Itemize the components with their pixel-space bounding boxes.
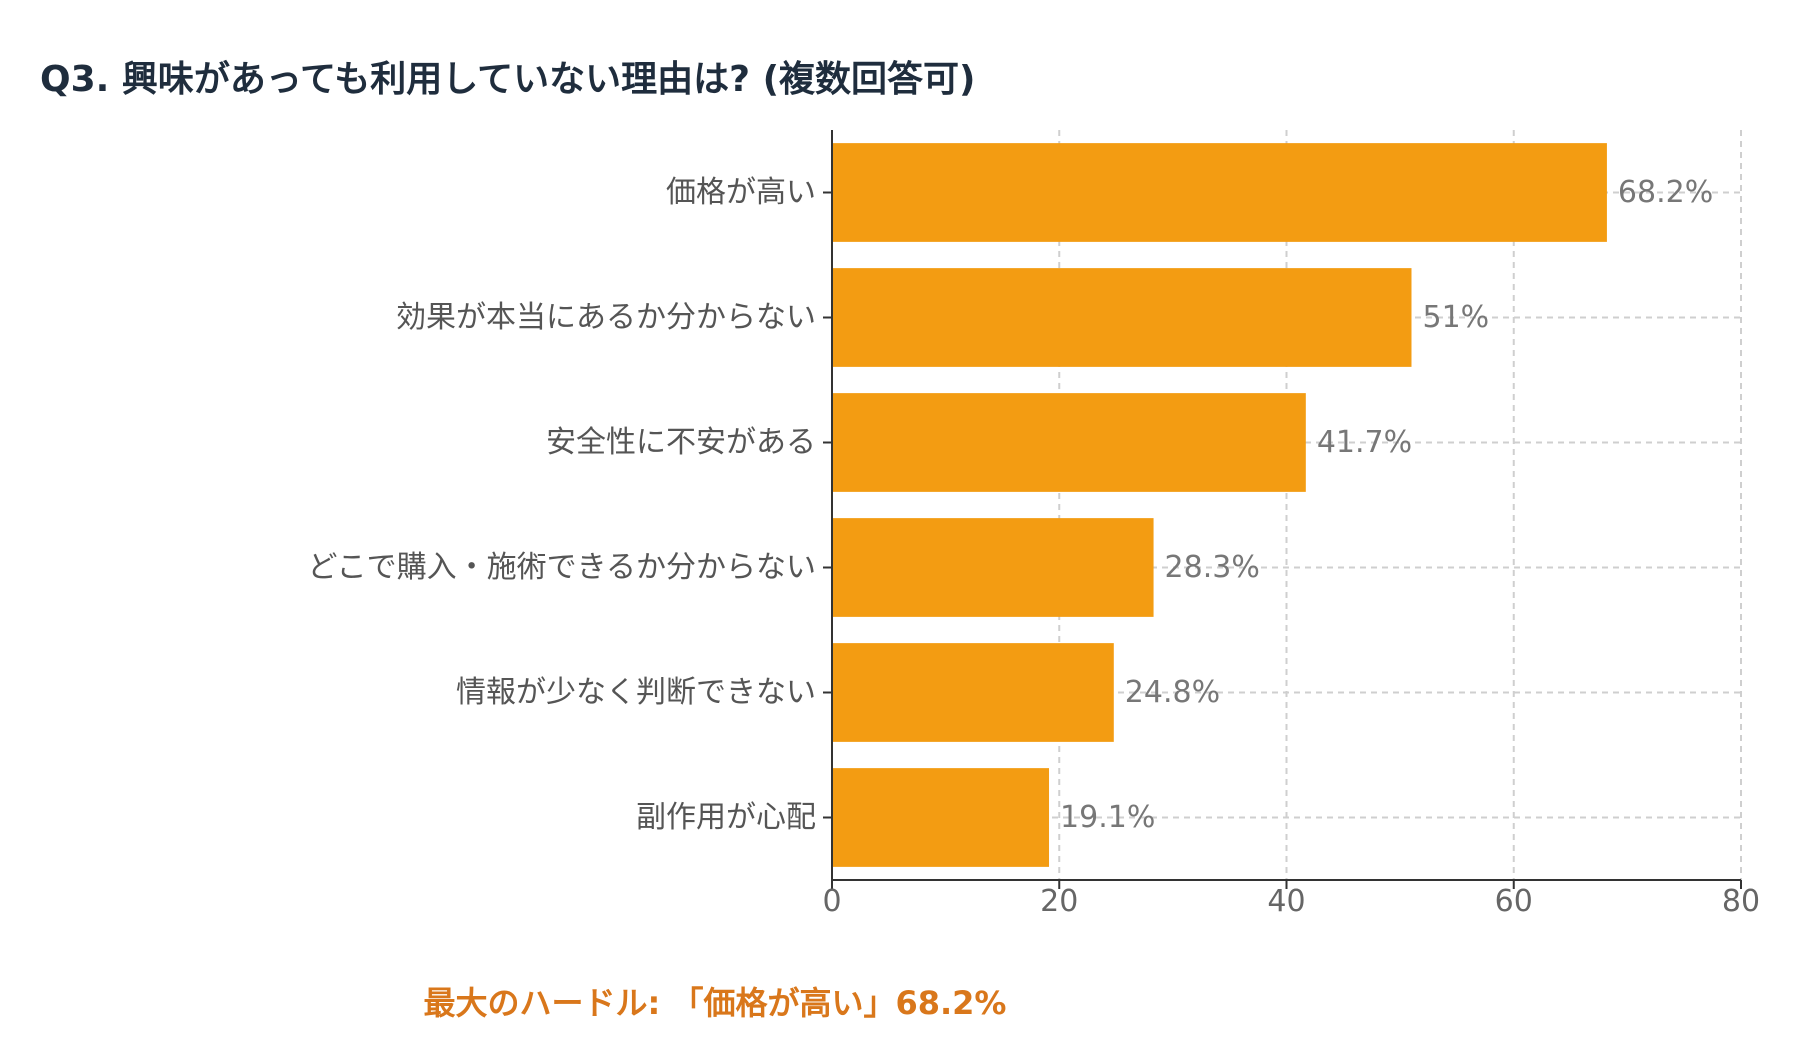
bar-0 xyxy=(832,143,1607,242)
bar-5 xyxy=(832,768,1050,867)
category-label-3: どこで購入・施術できるか分からない xyxy=(308,550,817,585)
category-label-2: 安全性に不安がある xyxy=(546,425,816,460)
x-tick-label-3: 60 xyxy=(1495,884,1533,919)
category-label-1: 効果が本当にあるか分からない xyxy=(396,300,816,335)
data-label-3: 28.3% xyxy=(1165,550,1260,585)
x-tick-label-0: 0 xyxy=(822,884,841,919)
category-label-0: 価格が高い xyxy=(666,175,816,210)
data-label-2: 41.7% xyxy=(1317,425,1412,460)
category-label-4: 情報が少なく判断できない xyxy=(456,675,816,710)
bar-1 xyxy=(832,268,1412,367)
bar-chart: 価格が高い 68.2% 効果が本当にあるか分からない 51% 安全性に不安がある 41.7… xyxy=(308,130,1760,919)
data-label-1: 51% xyxy=(1422,300,1489,335)
highlight-note: 最大のハードル: 「価格が高い」68.2% xyxy=(423,984,1007,1022)
x-tick-label-2: 40 xyxy=(1267,884,1305,919)
bar-3 xyxy=(832,518,1154,617)
chart-title: Q3. 興味があっても利用していない理由は? (複数回答可) xyxy=(40,59,976,100)
data-label-4: 24.8% xyxy=(1125,675,1220,710)
bar-2 xyxy=(832,393,1306,492)
x-tick-label-1: 20 xyxy=(1040,884,1078,919)
bar-4 xyxy=(832,643,1114,742)
data-label-5: 19.1% xyxy=(1060,800,1155,835)
category-label-5: 副作用が心配 xyxy=(636,800,816,835)
data-label-0: 68.2% xyxy=(1618,175,1713,210)
x-tick-label-4: 80 xyxy=(1722,884,1760,919)
